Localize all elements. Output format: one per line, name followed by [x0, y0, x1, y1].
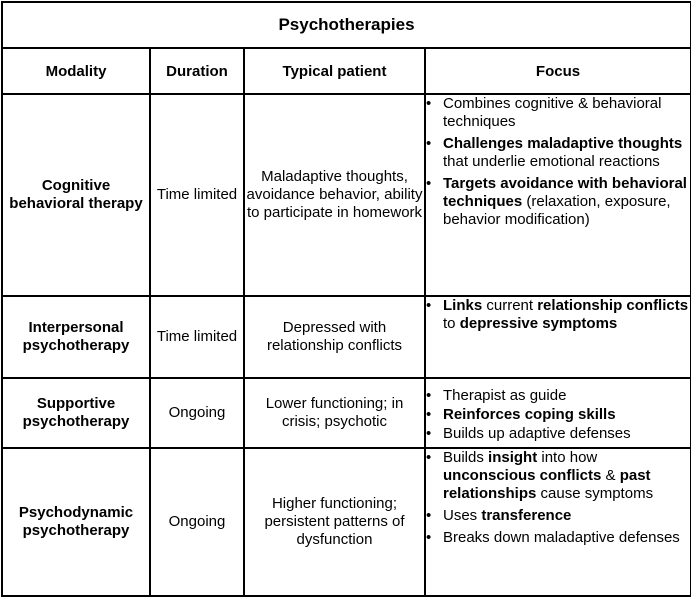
- table-title: Psychotherapies: [1, 1, 691, 49]
- focus-bullet: Reinforces coping skills: [426, 406, 690, 424]
- focus-cell: Builds insight into how unconscious conf…: [424, 447, 691, 597]
- focus-list: Combines cognitive & behavioral techniqu…: [426, 95, 690, 229]
- table-row: Interpersonal psychotherapy Time limited…: [1, 295, 691, 379]
- focus-text: to: [443, 315, 460, 332]
- focus-bold-text: relationship conflicts: [537, 297, 689, 314]
- focus-bold-text: unconscious conflicts: [443, 467, 602, 484]
- duration-cell: Ongoing: [149, 447, 245, 597]
- focus-bullet: Challenges maladaptive thoughts that und…: [426, 135, 690, 171]
- focus-bullet: Combines cognitive & behavioral techniqu…: [426, 95, 690, 131]
- patient-cell: Maladaptive thoughts, avoidance behavior…: [243, 93, 426, 297]
- header-typical-patient: Typical patient: [243, 47, 426, 95]
- duration-cell: Time limited: [149, 295, 245, 379]
- focus-text: Therapist as guide: [443, 387, 567, 404]
- focus-text: Combines cognitive & behavioral techniqu…: [443, 95, 662, 130]
- header-row: Modality Duration Typical patient Focus: [1, 47, 691, 95]
- focus-bullet: Therapist as guide: [426, 387, 690, 405]
- header-focus: Focus: [424, 47, 691, 95]
- focus-bold-text: insight: [488, 449, 538, 466]
- patient-cell: Lower functioning; in crisis; psychotic: [243, 377, 426, 449]
- table-row: Cognitive behavioral therapy Time limite…: [1, 93, 691, 297]
- focus-bullet: Targets avoidance with behavioral techni…: [426, 175, 690, 229]
- focus-text: that underlie emotional reactions: [443, 153, 660, 170]
- focus-bullet: Uses transference: [426, 507, 690, 525]
- focus-bold-text: transference: [481, 507, 572, 524]
- focus-cell: Therapist as guide Reinforces coping skil…: [424, 377, 691, 449]
- modality-cell: Cognitive behavioral therapy: [1, 93, 151, 297]
- header-duration: Duration: [149, 47, 245, 95]
- header-modality: Modality: [1, 47, 151, 95]
- table-row: Supportive psychotherapy Ongoing Lower f…: [1, 377, 691, 449]
- focus-bullet: Builds insight into how unconscious conf…: [426, 449, 690, 503]
- modality-cell: Interpersonal psychotherapy: [1, 295, 151, 379]
- focus-bullet: Builds up adaptive defenses: [426, 425, 690, 443]
- focus-list: Links current relationship conflicts to …: [426, 297, 690, 333]
- focus-bold-text: Links: [443, 297, 483, 314]
- modality-cell: Supportive psychotherapy: [1, 377, 151, 449]
- focus-text: Breaks down maladaptive defenses: [443, 529, 680, 546]
- focus-text: cause symptoms: [536, 485, 654, 502]
- patient-cell: Depressed with relationship conflicts: [243, 295, 426, 379]
- patient-cell: Higher functioning; persistent patterns …: [243, 447, 426, 597]
- focus-text: Builds up adaptive defenses: [443, 425, 631, 442]
- table-row: Psychodynamic psychotherapy Ongoing High…: [1, 447, 691, 597]
- focus-list: Builds insight into how unconscious conf…: [426, 449, 690, 547]
- focus-text: Builds: [443, 449, 489, 466]
- focus-bullet: Breaks down maladaptive defenses: [426, 529, 690, 547]
- focus-bold-text: Reinforces coping skills: [443, 406, 616, 423]
- focus-bullet: Links current relationship conflicts to …: [426, 297, 690, 333]
- focus-text: (relaxation, exposure, behavior modifica…: [443, 193, 671, 228]
- focus-bold-text: past relationships: [443, 467, 651, 502]
- focus-bold-text: Targets avoidance with behavioral techni…: [443, 175, 687, 210]
- focus-text: into how: [537, 449, 598, 466]
- duration-cell: Time limited: [149, 93, 245, 297]
- focus-text: current: [482, 297, 538, 314]
- modality-cell: Psychodynamic psychotherapy: [1, 447, 151, 597]
- duration-cell: Ongoing: [149, 377, 245, 449]
- focus-bold-text: Challenges maladaptive thoughts: [443, 135, 683, 152]
- focus-bold-text: depressive symptoms: [459, 315, 618, 332]
- focus-cell: Links current relationship conflicts to …: [424, 295, 691, 379]
- focus-text: &: [601, 467, 620, 484]
- focus-cell: Combines cognitive & behavioral techniqu…: [424, 93, 691, 297]
- focus-list: Therapist as guide Reinforces coping skil…: [426, 387, 690, 443]
- focus-text: Uses: [443, 507, 482, 524]
